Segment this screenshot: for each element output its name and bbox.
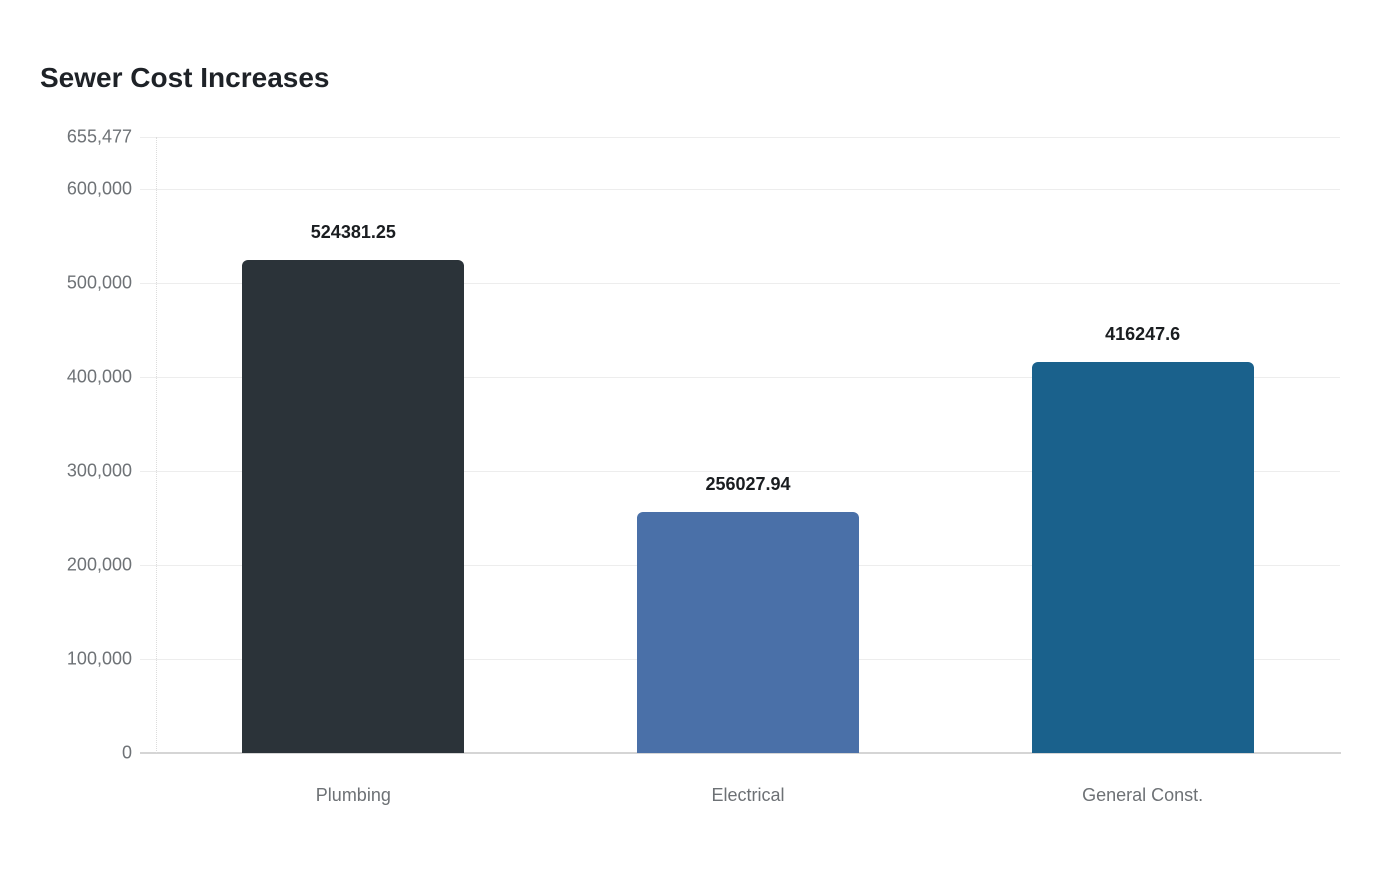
bar-plumbing[interactable] [242, 260, 465, 753]
bar-value-label: 256027.94 [705, 474, 791, 495]
y-axis-tick-label: 400,000 [66, 366, 132, 387]
x-axis-category-label: General Const. [1082, 785, 1204, 805]
bar-value-label: 416247.6 [1105, 323, 1181, 344]
gridline [140, 283, 1340, 285]
y-axis-tick-label: 100,000 [66, 648, 132, 669]
gridline [140, 377, 1340, 379]
gridline [140, 471, 1340, 473]
y-axis-tick-label: 600,000 [66, 178, 132, 199]
y-axis-tick-label: 655,477 [66, 126, 132, 147]
x-axis-category-label: Electrical [711, 785, 785, 805]
y-axis-line [156, 137, 157, 753]
bar-general-const[interactable] [1031, 361, 1254, 753]
y-axis-tick-label: 500,000 [66, 272, 132, 293]
bar-value-label: 524381.25 [310, 222, 396, 243]
y-axis-tick-label: 0 [121, 742, 132, 763]
x-axis-category-label: Plumbing [315, 785, 391, 805]
gridline [140, 137, 1340, 138]
bar-electrical[interactable] [637, 512, 859, 753]
y-axis-tick-label: 300,000 [66, 460, 132, 481]
chart-title: Sewer Cost Increases [40, 62, 330, 93]
y-axis-tick-label: 200,000 [66, 554, 132, 575]
gridline [140, 189, 1340, 191]
x-axis-baseline [140, 752, 1341, 754]
